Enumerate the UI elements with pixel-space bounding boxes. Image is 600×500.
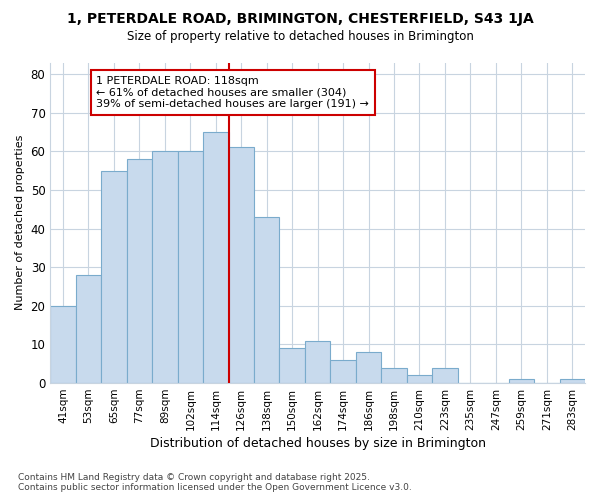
Bar [560, 379, 585, 383]
Bar [407, 376, 432, 383]
Bar [76, 275, 101, 383]
Bar [280, 348, 305, 383]
Bar [509, 379, 534, 383]
Bar [356, 352, 382, 383]
Bar [101, 170, 127, 383]
Bar [127, 159, 152, 383]
X-axis label: Distribution of detached houses by size in Brimington: Distribution of detached houses by size … [149, 437, 485, 450]
Bar [203, 132, 229, 383]
Bar [50, 306, 76, 383]
Text: Size of property relative to detached houses in Brimington: Size of property relative to detached ho… [127, 30, 473, 43]
Bar [254, 217, 280, 383]
Bar [229, 148, 254, 383]
Text: 1 PETERDALE ROAD: 118sqm
← 61% of detached houses are smaller (304)
39% of semi-: 1 PETERDALE ROAD: 118sqm ← 61% of detach… [96, 76, 369, 109]
Text: Contains HM Land Registry data © Crown copyright and database right 2025.
Contai: Contains HM Land Registry data © Crown c… [18, 473, 412, 492]
Bar [382, 368, 407, 383]
Text: 1, PETERDALE ROAD, BRIMINGTON, CHESTERFIELD, S43 1JA: 1, PETERDALE ROAD, BRIMINGTON, CHESTERFI… [67, 12, 533, 26]
Bar [178, 152, 203, 383]
Bar [152, 152, 178, 383]
Bar [331, 360, 356, 383]
Y-axis label: Number of detached properties: Number of detached properties [15, 135, 25, 310]
Bar [305, 340, 331, 383]
Bar [432, 368, 458, 383]
